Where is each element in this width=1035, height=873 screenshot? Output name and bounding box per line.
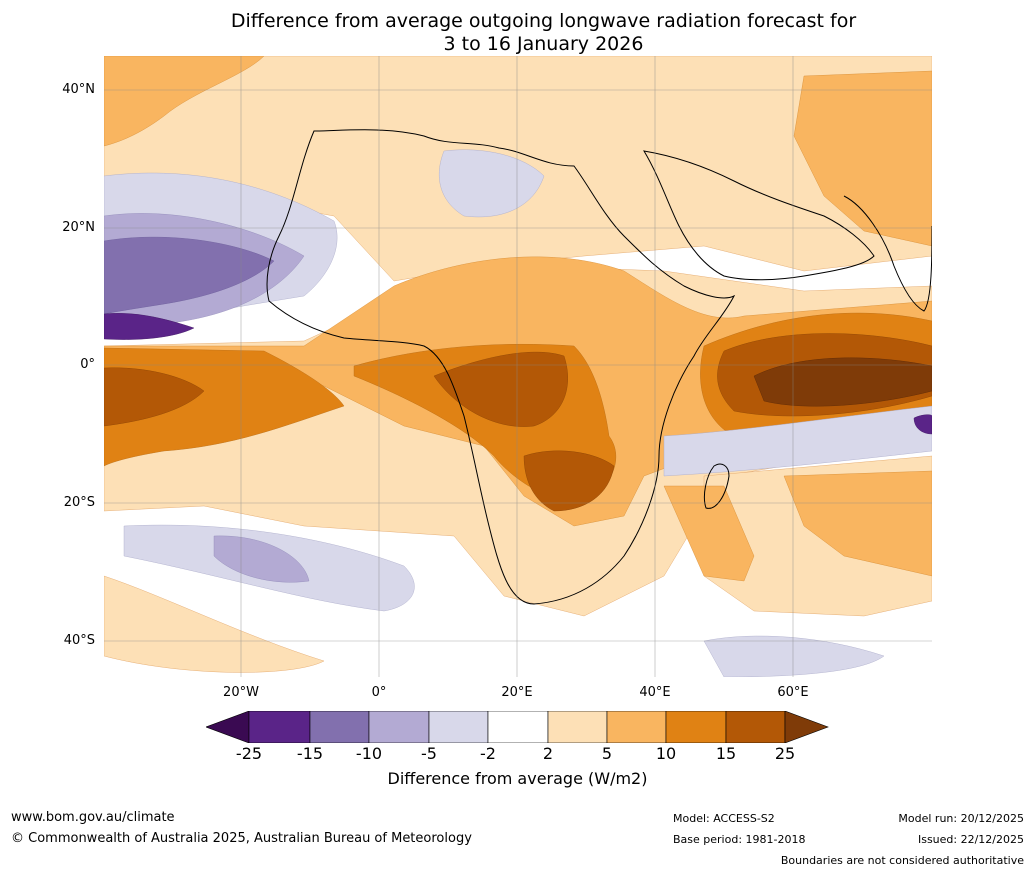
anomaly-band-pale-purple-indian: [663, 405, 932, 477]
colorbar-tick-10: 10: [655, 744, 677, 763]
lat-label-40n: 40°N: [62, 82, 95, 97]
anomaly-band-purple-west: [104, 236, 275, 315]
anomaly-band-orange-north: [104, 56, 265, 147]
colorbar-swatch-minus2-to-2: [487, 711, 549, 743]
lon-label-60e: 60°E: [777, 685, 809, 700]
africa-coastline: [266, 129, 736, 605]
colorbar-tick-15: 15: [715, 744, 737, 763]
website-link[interactable]: www.bom.gov.au/climate: [11, 810, 175, 825]
colorbar: [206, 711, 829, 743]
boundaries-disclaimer: Boundaries are not considered authoritat…: [780, 854, 1024, 867]
lon-label-0: 0°: [371, 685, 387, 700]
model-run-date: Model run: 20/12/2025: [898, 812, 1024, 825]
colorbar-tick-2: 2: [542, 744, 554, 763]
lat-label-20n: 20°N: [62, 220, 95, 235]
anomaly-core-brown-zambia: [523, 450, 615, 512]
colorbar-swatch-10-to-15: [665, 711, 727, 743]
anomaly-core-deep-purple-east: [913, 414, 932, 435]
colorbar-swatch-15-to-25: [725, 711, 786, 743]
colorbar-swatch-below-minus25: [206, 711, 250, 743]
colorbar-swatch-minus10-to-minus5: [368, 711, 430, 743]
colorbar-tick-minus2: -2: [480, 744, 496, 763]
lon-label-40e: 40°E: [639, 685, 671, 700]
anomaly-core-brown-congo: [433, 351, 568, 427]
title-line-2: 3 to 16 January 2026: [443, 33, 644, 55]
colorbar-tick-minus25: -25: [235, 744, 263, 763]
model-name: Model: ACCESS-S2: [673, 812, 775, 825]
lat-label-0: 0°: [80, 357, 95, 372]
colorbar-tick-minus15: -15: [296, 744, 324, 763]
issued-date: Issued: 22/12/2025: [917, 833, 1024, 846]
colorbar-swatch-above-25: [784, 711, 829, 743]
lat-label-40s: 40°S: [63, 633, 95, 648]
madagascar-coastline: [703, 463, 730, 509]
colorbar-label: Difference from average (W/m2): [387, 769, 648, 788]
anomaly-band-orange-indian: [663, 485, 755, 582]
base-period: Base period: 1981-2018: [673, 833, 806, 846]
anomaly-map: [104, 56, 932, 677]
colorbar-swatch-minus25-to-minus15: [248, 711, 311, 743]
colorbar-tick-minus5: -5: [421, 744, 437, 763]
colorbar-swatch-minus15-to-minus10: [309, 711, 370, 743]
arabian-peninsula-coastline: [643, 150, 875, 281]
colorbar-tick-5: 5: [601, 744, 613, 763]
anomaly-band-orange-ne: [793, 70, 932, 247]
lat-label-20s: 20°S: [63, 495, 95, 510]
anomaly-band-orange-south: [783, 470, 932, 577]
graticule: [104, 56, 932, 677]
anomaly-core-deep-purple-west: [104, 313, 195, 340]
lon-label-20w: 20°W: [223, 685, 259, 700]
lon-label-20e: 20°E: [501, 685, 533, 700]
anomaly-patch-lavender-south: [213, 535, 310, 583]
anomaly-core-darkest-indian: [753, 357, 932, 407]
colorbar-swatch-2-to-5: [547, 711, 608, 743]
anomaly-patch-pale-purple-sahara: [438, 149, 545, 218]
colorbar-swatch-5-to-10: [606, 711, 667, 743]
india-coastline: [843, 195, 932, 312]
colorbar-tick-25: 25: [774, 744, 796, 763]
map-title: Difference from average outgoing longwav…: [0, 10, 1035, 56]
title-line-1: Difference from average outgoing longwav…: [230, 10, 857, 32]
anomaly-core-brown-atlantic: [104, 367, 205, 427]
anomaly-patch-light-orange-sw: [104, 575, 325, 673]
copyright-notice: © Commonwealth of Australia 2025, Austra…: [11, 831, 472, 846]
colorbar-tick-minus10: -10: [355, 744, 383, 763]
colorbar-swatch-minus5-to-minus2: [428, 711, 489, 743]
anomaly-patch-pale-purple-sw: [703, 635, 885, 677]
